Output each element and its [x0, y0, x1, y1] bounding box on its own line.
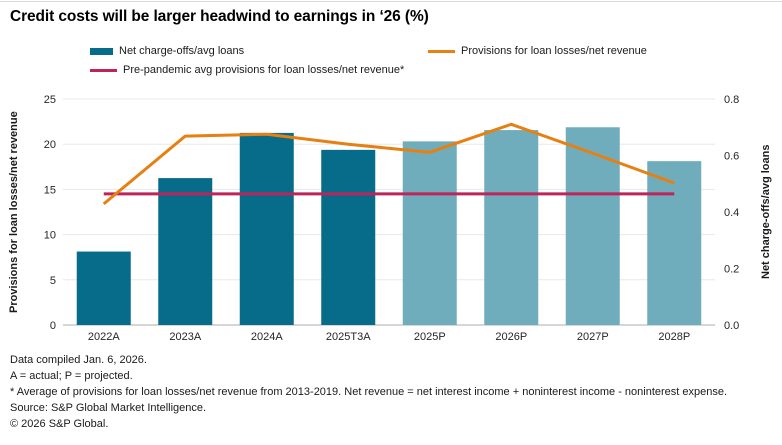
footnote-abbreviations: A = actual; P = projected. [10, 370, 133, 382]
right-axis-tick-label: 0.2 [724, 264, 739, 276]
bar-2023A [158, 178, 213, 325]
footnote-average-definition: * Average of provisions for loan losses/… [10, 386, 728, 398]
bar-2024A [239, 132, 294, 325]
legend-item-prepandemic: Pre-pandemic avg provisions for loan los… [90, 64, 404, 77]
bar-swatch-icon [90, 48, 113, 55]
right-axis-tick-label: 0.4 [724, 207, 739, 219]
x-axis-label-2025T3A: 2025T3A [326, 331, 371, 343]
left-axis-tick-label: 0 [50, 320, 56, 332]
x-axis-label-2025P: 2025P [414, 331, 446, 343]
bar-2028P [647, 161, 702, 325]
bar-2025T3A [321, 149, 376, 325]
bar-2025P [402, 141, 457, 325]
legend-item-provisions: Provisions for loan losses/net revenue [428, 45, 647, 58]
line-swatch-icon [428, 50, 455, 53]
line-swatch-icon [90, 69, 117, 72]
footnote-data-compiled: Data compiled Jan. 6, 2026. [10, 354, 147, 366]
footnote-copyright: © 2026 S&P Global. [10, 418, 109, 430]
right-axis-tick-label: 0.6 [724, 151, 739, 163]
x-axis-label-2028P: 2028P [658, 331, 690, 343]
bar-2027P [565, 127, 620, 325]
legend-item-net-charge-offs: Net charge-offs/avg loans [90, 45, 244, 58]
chart-footnotes: Data compiled Jan. 6, 2026. A = actual; … [10, 352, 727, 432]
left-axis-tick-label: 10 [44, 230, 56, 242]
legend-label-net-charge-offs: Net charge-offs/avg loans [119, 45, 245, 57]
x-axis-label-2024A: 2024A [251, 331, 283, 343]
left-axis-tick-label: 15 [44, 184, 56, 196]
top-divider [0, 1, 782, 2]
right-axis-tick-label: 0.8 [724, 94, 739, 106]
legend-label-prepandemic: Pre-pandemic avg provisions for loan los… [123, 64, 405, 76]
provisions-line [102, 122, 675, 206]
chart-title: Credit costs will be larger headwind to … [10, 8, 429, 25]
left-axis-tick-label: 5 [50, 275, 56, 287]
x-axis-label-2022A: 2022A [88, 331, 120, 343]
x-axis-label-2026P: 2026P [495, 331, 527, 343]
bar-2026P [484, 130, 539, 325]
x-axis-label-2027P: 2027P [577, 331, 609, 343]
left-axis-tick-label: 20 [44, 139, 56, 151]
legend-label-provisions: Provisions for loan losses/net revenue [461, 45, 647, 57]
right-axis-tick-label: 0.0 [724, 320, 739, 332]
x-axis-label-2023A: 2023A [169, 331, 201, 343]
left-axis-tick-label: 25 [44, 94, 56, 106]
footnote-source: Source: S&P Global Market Intelligence. [10, 402, 207, 414]
bar-2022A [76, 251, 131, 325]
